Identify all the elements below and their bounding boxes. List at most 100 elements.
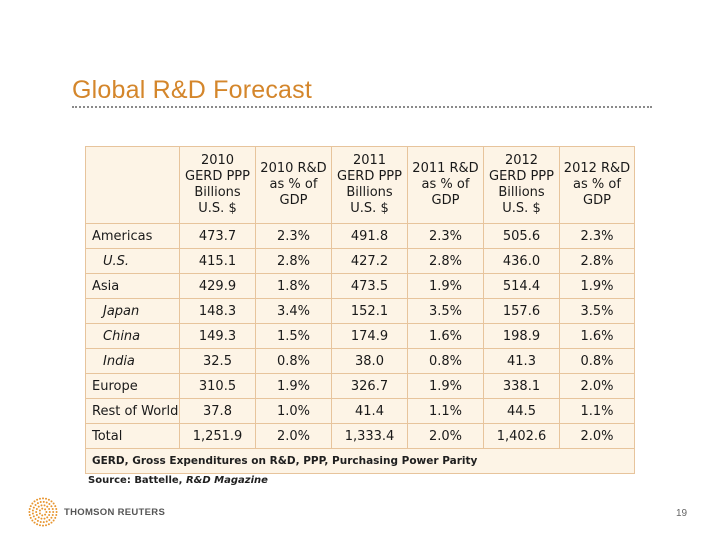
value-cell: 3.5% xyxy=(407,298,484,324)
logo-dot xyxy=(33,521,36,524)
value-cell: 1,333.4 xyxy=(331,423,408,449)
value-cell: 1.6% xyxy=(559,323,635,349)
logo-dot xyxy=(29,516,32,519)
logo-dot xyxy=(50,521,53,524)
value-cell: 157.6 xyxy=(483,298,560,324)
value-cell: 491.8 xyxy=(331,223,408,249)
logo-dot xyxy=(54,516,57,519)
source-label: Source: Battelle, xyxy=(88,475,186,486)
logo-dot xyxy=(45,520,48,523)
logo-dot xyxy=(29,505,32,508)
logo-dot xyxy=(47,523,50,526)
value-cell: 514.4 xyxy=(483,273,560,299)
logo-dot xyxy=(34,504,37,507)
logo-dot xyxy=(55,514,58,517)
rd-forecast-table-container: 2010 GERD PPP Billions U.S. $2010 R&D as… xyxy=(85,146,635,474)
value-cell: 41.3 xyxy=(483,348,560,374)
logo-dot xyxy=(52,519,55,522)
logo-dot xyxy=(41,507,44,510)
logo-dot xyxy=(38,512,41,515)
value-cell: 1,251.9 xyxy=(179,423,256,449)
logo-dot xyxy=(38,524,41,527)
source-publication: R&D Magazine xyxy=(185,475,268,486)
logo-dot xyxy=(50,505,53,508)
logo-dot xyxy=(35,508,38,511)
logo-dot xyxy=(45,497,48,500)
region-cell: Rest of World xyxy=(85,398,180,424)
logo-dot xyxy=(48,518,51,521)
region-cell: Americas xyxy=(85,223,180,249)
table-row: China 149.3 1.5% 174.9 1.6% 198.9 1.6% xyxy=(85,323,635,349)
logo-dot xyxy=(40,504,43,507)
value-cell: 0.8% xyxy=(407,348,484,374)
table-row: Total 1,251.9 2.0% 1,333.4 2.0% 1,402.6 2.0% xyxy=(85,423,635,449)
logo-dot xyxy=(47,498,50,501)
value-cell: 2.3% xyxy=(559,223,635,249)
logo-dot xyxy=(46,516,49,519)
logo-dot xyxy=(31,509,34,512)
region-cell: Europe xyxy=(85,373,180,399)
value-cell: 1.8% xyxy=(255,273,332,299)
value-cell: 2.0% xyxy=(407,423,484,449)
logo-dot xyxy=(51,514,54,517)
table-row: Europe 310.5 1.9% 326.7 1.9% 338.1 2.0% xyxy=(85,373,635,399)
region-cell: China xyxy=(85,323,180,349)
value-cell: 0.8% xyxy=(255,348,332,374)
logo-dot xyxy=(36,498,39,501)
region-cell: India xyxy=(85,348,180,374)
title-divider xyxy=(72,106,652,108)
value-cell: 310.5 xyxy=(179,373,256,399)
logo-dot xyxy=(48,503,51,506)
value-cell: 427.2 xyxy=(331,248,408,274)
table-row: Americas 473.7 2.3% 491.8 2.3% 505.6 2.3% xyxy=(85,223,635,249)
value-cell: 1.9% xyxy=(559,273,635,299)
value-cell: 429.9 xyxy=(179,273,256,299)
logo-dot xyxy=(38,509,41,512)
logo-dot xyxy=(42,497,44,500)
table-row: India 32.5 0.8% 38.0 0.8% 41.3 0.8% xyxy=(85,348,635,374)
source-note: Source: Battelle, R&D Magazine xyxy=(88,475,268,486)
logo-dot xyxy=(39,520,42,523)
logo-dot xyxy=(50,516,53,519)
table-footnote: GERD, Gross Expenditures on R&D, PPP, Pu… xyxy=(85,448,635,474)
value-cell: 152.1 xyxy=(331,298,408,324)
logo-dot xyxy=(43,517,46,520)
value-cell: 1.5% xyxy=(255,323,332,349)
value-cell: 2.8% xyxy=(559,248,635,274)
logo-dot xyxy=(48,513,51,516)
value-cell: 1,402.6 xyxy=(483,423,560,449)
value-cell: 44.5 xyxy=(483,398,560,424)
logo-dot xyxy=(54,505,57,508)
logo-dot xyxy=(36,502,39,505)
value-cell: 174.9 xyxy=(331,323,408,349)
footnote-row: GERD, Gross Expenditures on R&D, PPP, Pu… xyxy=(85,448,635,474)
region-cell: U.S. xyxy=(85,248,180,274)
logo-dot xyxy=(55,511,58,513)
logo-dot xyxy=(37,516,40,519)
value-cell: 41.4 xyxy=(331,398,408,424)
logo-dot xyxy=(42,500,45,503)
logo-dot xyxy=(50,500,53,503)
logo-dot xyxy=(55,507,58,510)
header-cell: 2010 GERD PPP Billions U.S. $ xyxy=(179,146,256,224)
logo-dot xyxy=(31,512,34,515)
reuters-dot-logo-icon xyxy=(28,497,58,527)
table-row: Asia 429.9 1.8% 473.5 1.9% 514.4 1.9% xyxy=(85,273,635,299)
value-cell: 2.3% xyxy=(255,223,332,249)
logo-dot xyxy=(44,513,47,516)
header-cell: 2012 R&D as % of GDP xyxy=(559,146,635,224)
logo-dot xyxy=(46,505,49,508)
logo-dot xyxy=(41,514,44,517)
header-cell-region xyxy=(85,146,180,224)
logo-dot xyxy=(48,511,51,513)
value-cell: 198.9 xyxy=(483,323,560,349)
logo-dot xyxy=(48,508,51,511)
table-row: Japan 148.3 3.4% 152.1 3.5% 157.6 3.5% xyxy=(85,298,635,324)
value-cell: 1.9% xyxy=(407,273,484,299)
slide-title: Global R&D Forecast xyxy=(72,76,312,104)
logo-dot xyxy=(37,505,40,508)
logo-dot xyxy=(32,506,35,509)
logo-dot xyxy=(42,524,44,527)
value-cell: 37.8 xyxy=(179,398,256,424)
region-cell: Japan xyxy=(85,298,180,324)
